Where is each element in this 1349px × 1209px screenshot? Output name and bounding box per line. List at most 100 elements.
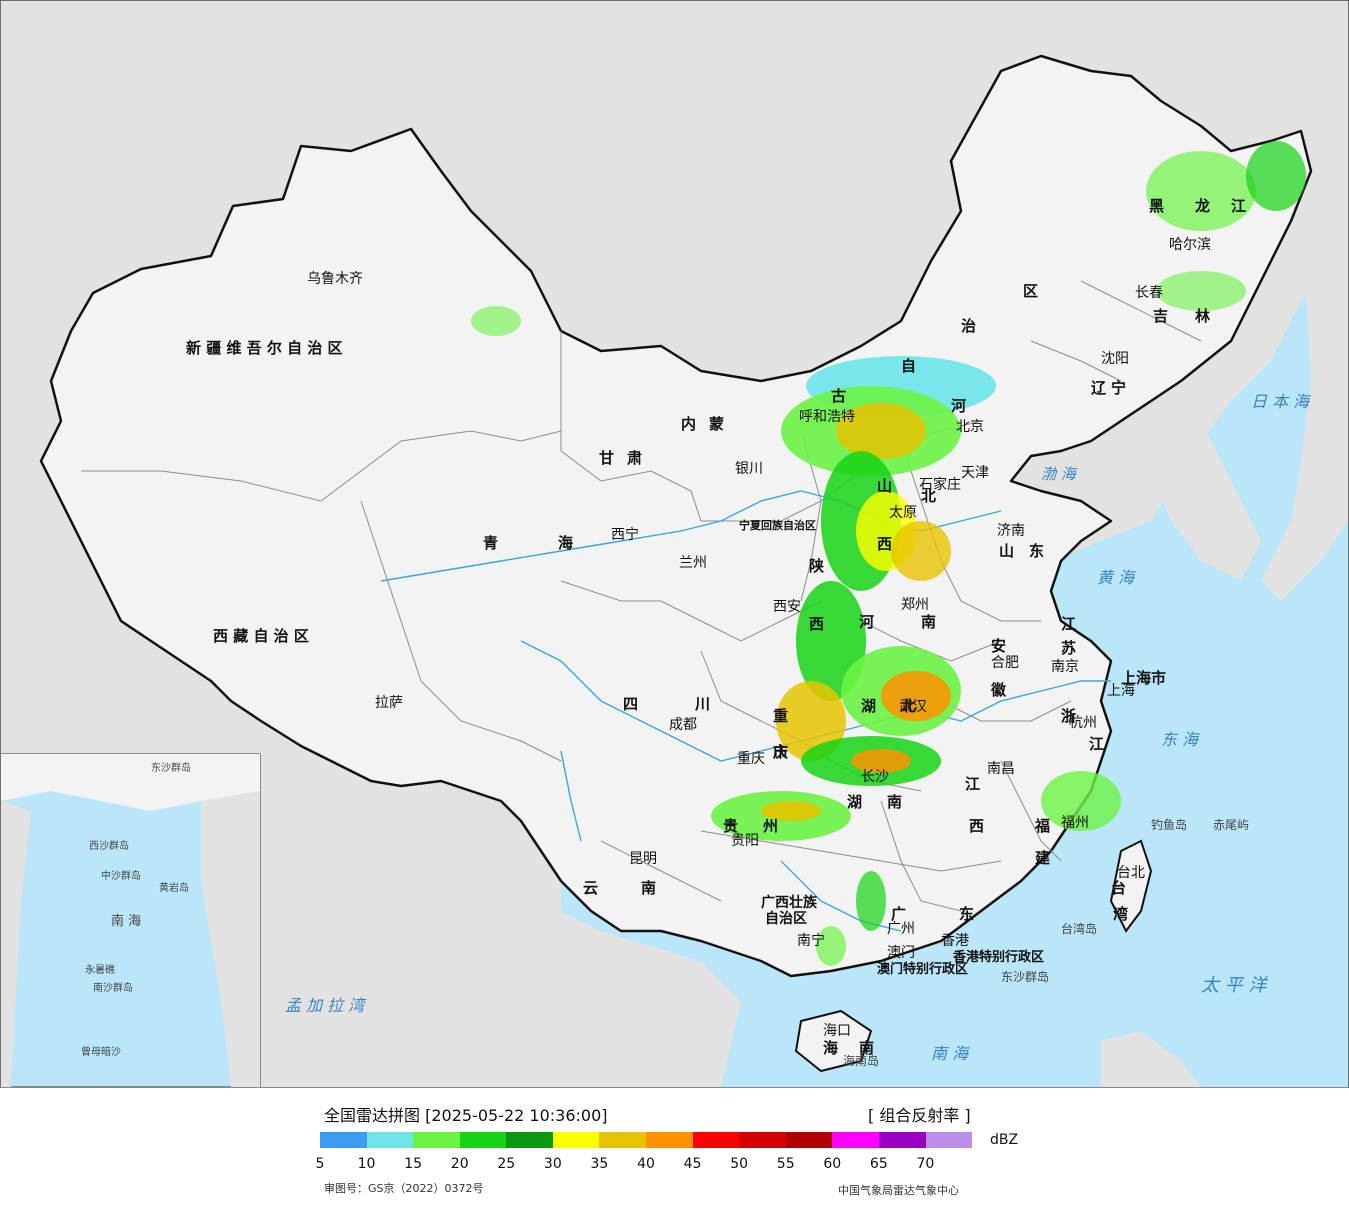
city-labels: 乌鲁木齐拉萨西宁兰州银川呼和浩特北京天津石家庄太原济南郑州西安成都重庆武汉长沙南…	[307, 237, 1211, 1039]
city-label: 拉萨	[375, 695, 403, 711]
region-label: 西	[809, 615, 824, 633]
city-label: 乌鲁木齐	[307, 271, 363, 287]
region-label: 海	[558, 534, 573, 552]
legend-title: 全国雷达拼图 [2025-05-22 10:36:00]	[324, 1106, 608, 1125]
region-label: 山	[877, 477, 892, 495]
city-label: 呼和浩特	[799, 409, 855, 425]
city-label: 杭州	[1069, 715, 1097, 731]
legend-swatch	[925, 1132, 973, 1148]
region-label: 黑	[1149, 197, 1164, 215]
legend-tick-label: 70	[916, 1156, 935, 1172]
city-label: 天津	[961, 465, 989, 481]
region-label: 徽	[990, 681, 1007, 699]
neighbor-land-philippines	[1101, 1031, 1201, 1087]
island-label: 海南岛	[843, 1053, 879, 1068]
legend-color-bar	[320, 1132, 973, 1148]
region-label: 山	[999, 542, 1014, 560]
city-label: 香港	[941, 933, 969, 949]
city-label: 长沙	[861, 769, 889, 785]
legend-swatch	[878, 1132, 926, 1148]
approval-number: 审图号：GS京（2022）0372号	[324, 1182, 484, 1195]
region-label: 北	[901, 697, 916, 715]
inset-label: 西沙群岛	[89, 839, 129, 852]
region-label: 自治区	[765, 910, 807, 927]
city-label: 澳门	[887, 945, 915, 961]
sea-label: 南 海	[931, 1044, 970, 1063]
city-label: 台北	[1117, 865, 1145, 881]
region-label: 湖	[847, 793, 862, 811]
legend-tick-label: 55	[776, 1156, 795, 1172]
region-label: 河	[951, 397, 966, 415]
region-label: 四	[623, 695, 638, 713]
city-label: 兰州	[679, 555, 707, 571]
south-china-sea-inset	[1, 753, 261, 1087]
legend-tick-label: 15	[404, 1156, 423, 1172]
legend-swatch	[413, 1132, 460, 1148]
region-label: 南	[641, 879, 656, 897]
region-label: 建	[1035, 849, 1051, 867]
sea-label: 渤 海	[1041, 465, 1078, 483]
region-labels: 新 疆 维 吾 尔 自 治 区西 藏 自 治 区青 海甘 肃内 蒙古自治区黑龙江吉 林辽…	[186, 197, 1246, 1057]
region-label: 林	[1195, 307, 1211, 325]
city-label: 海口	[823, 1023, 851, 1039]
sea-label: 日 本 海	[1251, 392, 1311, 411]
inset-label: 黄岩岛	[159, 881, 189, 894]
region-label: 江	[1231, 197, 1246, 215]
inset-label: 南 海	[111, 913, 141, 929]
city-label: 郑州	[901, 597, 929, 613]
legend-tick-label: 45	[683, 1156, 702, 1172]
region-label: 江	[965, 775, 980, 793]
region-label: 香港特别行政区	[952, 949, 1044, 965]
city-label: 太原	[889, 505, 917, 521]
region-label: 江	[1061, 615, 1076, 633]
region-label: 自	[901, 357, 916, 375]
legend-tick-label: 5	[315, 1156, 325, 1172]
region-label: 浙	[1061, 707, 1076, 725]
legend-swatch	[739, 1132, 786, 1148]
inset-label: 南沙群岛	[93, 981, 133, 994]
region-label: 青	[483, 534, 498, 552]
neighbor-land-japan	[1261, 191, 1348, 601]
legend-tick-label: 20	[450, 1156, 469, 1172]
region-label: 川	[694, 695, 710, 713]
city-label: 西安	[773, 599, 801, 615]
region-label: 州	[762, 817, 778, 835]
legend-tick-label: 10	[357, 1156, 376, 1172]
taiwan-island	[1109, 839, 1153, 933]
city-label: 成都	[669, 717, 697, 733]
region-label: 苏	[1061, 639, 1076, 657]
credit-text: 中国气象局雷达气象中心	[838, 1184, 959, 1197]
city-label: 广州	[887, 921, 915, 937]
region-label: 东	[1029, 542, 1044, 560]
legend-tick-label: 30	[543, 1156, 562, 1172]
region-label: 贵	[723, 817, 738, 835]
region-label: 西 藏 自 治 区	[213, 627, 309, 645]
region-label: 重	[773, 707, 788, 725]
city-label: 昆明	[629, 851, 657, 867]
region-label: 蒙	[709, 415, 724, 433]
region-label: 市	[773, 743, 788, 761]
region-label: 海	[823, 1039, 838, 1057]
legend-tick-label: 35	[590, 1156, 609, 1172]
region-label: 江	[1089, 735, 1104, 753]
legend-swatch	[832, 1132, 879, 1148]
region-label: 内	[681, 415, 696, 433]
legend-tick-label: 60	[823, 1156, 842, 1172]
region-label: 古	[831, 387, 846, 405]
region-label: 甘	[599, 449, 614, 467]
legend-panel: 全国雷达拼图 [2025-05-22 10:36:00] [ 组合反射率 ] d…	[0, 1087, 1349, 1209]
region-label: 南	[859, 1039, 874, 1057]
region-label: 上海市	[1121, 669, 1166, 687]
city-label: 长春	[1135, 285, 1163, 301]
region-label: 澳门特别行政区	[877, 961, 968, 977]
sea-label: 黄 海	[1097, 568, 1136, 587]
sea-label: 东 海	[1161, 730, 1200, 749]
legend-swatch	[320, 1132, 367, 1148]
city-label: 北京	[956, 419, 984, 435]
region-label: 宁夏回族自治区	[739, 518, 816, 532]
neighbor-land-korea	[1151, 401, 1261, 581]
legend-swatch	[506, 1132, 553, 1148]
radar-echoes	[471, 141, 1306, 966]
city-label: 贵阳	[731, 833, 759, 849]
